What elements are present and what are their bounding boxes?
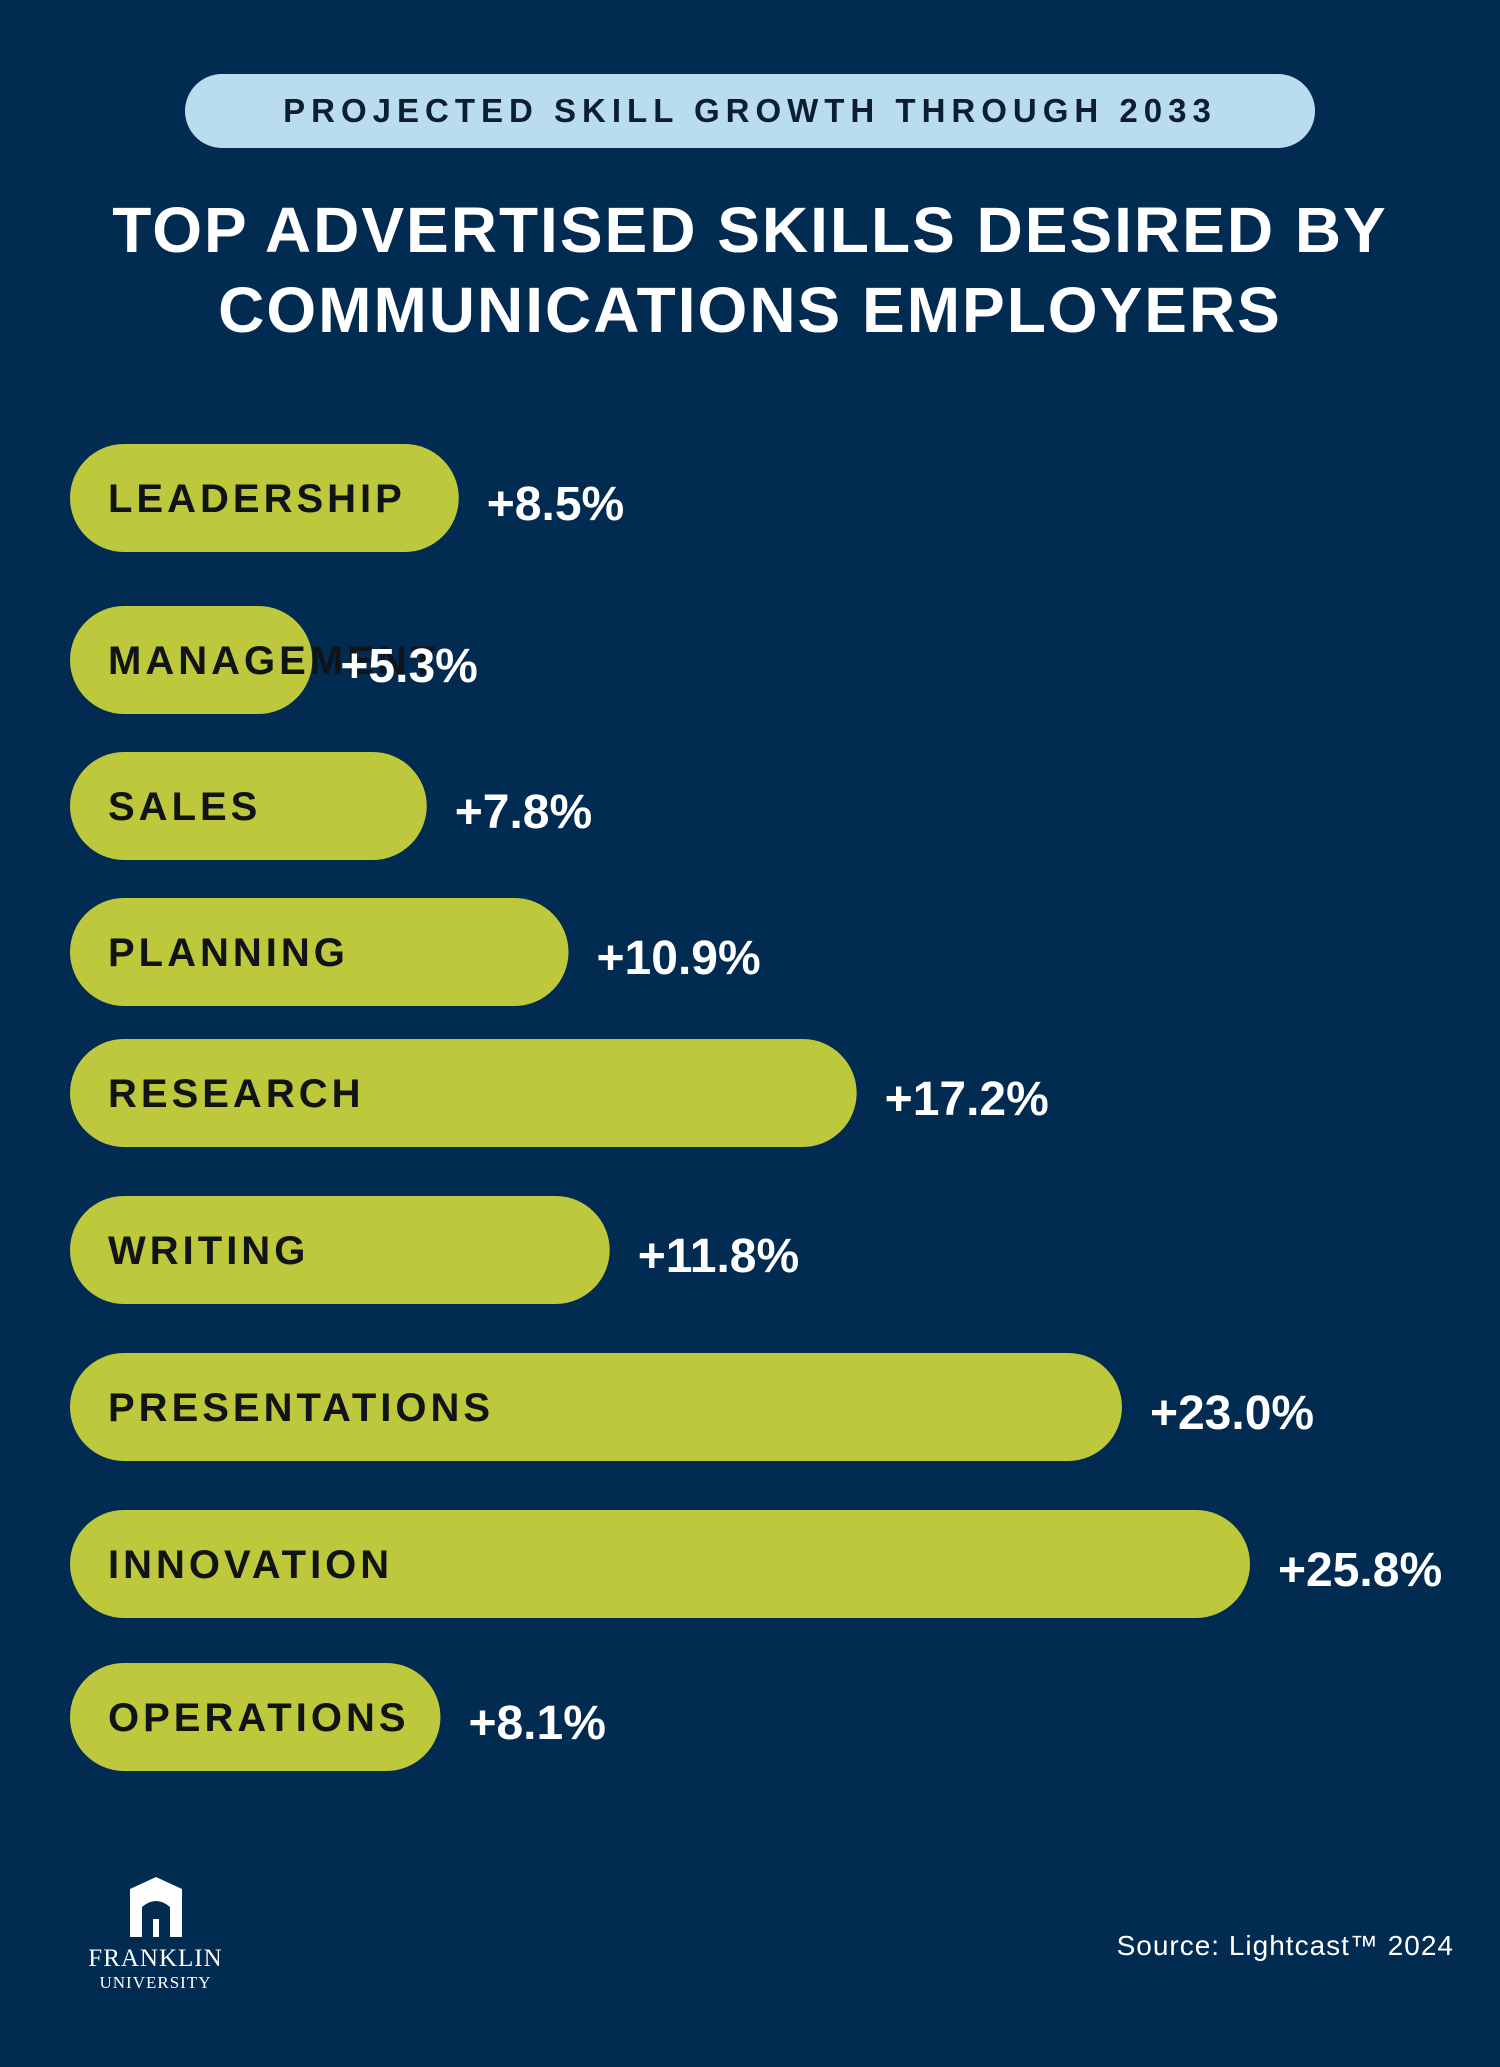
bar-leadership xyxy=(70,444,459,552)
value-label-writing: +11.8% xyxy=(638,1230,799,1283)
bar-label-innovation: INNOVATION xyxy=(108,1543,393,1587)
logo-university: UNIVERSITY xyxy=(99,1973,212,1992)
bar-row-writing: WRITING +11.8% xyxy=(70,1196,799,1304)
bar-label-sales: SALES xyxy=(108,785,261,829)
bar-label-management: MANAGEMENT xyxy=(108,639,439,683)
bar-label-writing: WRITING xyxy=(108,1229,309,1273)
bar-label-presentations: PRESENTATIONS xyxy=(108,1386,494,1430)
bar-row-presentations: PRESENTATIONS +23.0% xyxy=(70,1353,1314,1461)
bar-label-operations: OPERATIONS xyxy=(108,1696,410,1740)
bar-row-operations: OPERATIONS +8.1% xyxy=(70,1663,606,1771)
arch-logo-icon xyxy=(129,1877,182,1937)
bar-management xyxy=(70,606,313,714)
value-label-leadership: +8.5% xyxy=(487,478,624,531)
bar-row-leadership: LEADERSHIP +8.5% xyxy=(70,444,624,552)
bar-label-leadership: LEADERSHIP xyxy=(108,477,406,521)
value-label-management: +5.3% xyxy=(340,640,477,693)
bar-row-management: MANAGEMENT+5.3% xyxy=(70,606,478,714)
page-title: TOP ADVERTISED SKILLS DESIRED BY COMMUNI… xyxy=(0,190,1500,350)
bar-sales xyxy=(70,752,427,860)
value-label-operations: +8.1% xyxy=(468,1697,605,1750)
bar-row-sales: SALES +7.8% xyxy=(70,752,592,860)
logo-franklin: FRANKLIN xyxy=(88,1945,223,1972)
bar-innovation xyxy=(70,1510,1250,1618)
title-line-2: COMMUNICATIONS EMPLOYERS xyxy=(218,274,1282,346)
bar-row-innovation: INNOVATION +25.8% xyxy=(70,1510,1442,1618)
value-label-innovation: +25.8% xyxy=(1278,1544,1442,1597)
franklin-logo: FRANKLIN UNIVERSITY xyxy=(78,1875,233,1993)
bar-writing xyxy=(70,1196,610,1304)
bar-row-research: RESEARCH +17.2% xyxy=(70,1039,1049,1147)
source-note: Source: Lightcast™ 2024 xyxy=(1116,1930,1454,1961)
bar-operations xyxy=(70,1663,441,1771)
title-line-1: TOP ADVERTISED SKILLS DESIRED BY xyxy=(112,194,1388,266)
bar-label-research: RESEARCH xyxy=(108,1072,364,1116)
value-label-planning: +10.9% xyxy=(597,932,761,985)
bar-research xyxy=(70,1039,857,1147)
bar-planning xyxy=(70,898,569,1006)
bar-presentations xyxy=(70,1353,1122,1461)
value-label-research: +17.2% xyxy=(885,1073,1049,1126)
value-label-sales: +7.8% xyxy=(455,786,592,839)
bar-row-planning: PLANNING +10.9% xyxy=(70,898,761,1006)
value-label-presentations: +23.0% xyxy=(1150,1387,1314,1440)
bar-label-planning: PLANNING xyxy=(108,931,349,975)
subtitle-pill: PROJECTED SKILL GROWTH THROUGH 2033 xyxy=(185,74,1315,148)
subtitle-text: PROJECTED SKILL GROWTH THROUGH 2033 xyxy=(283,92,1217,129)
